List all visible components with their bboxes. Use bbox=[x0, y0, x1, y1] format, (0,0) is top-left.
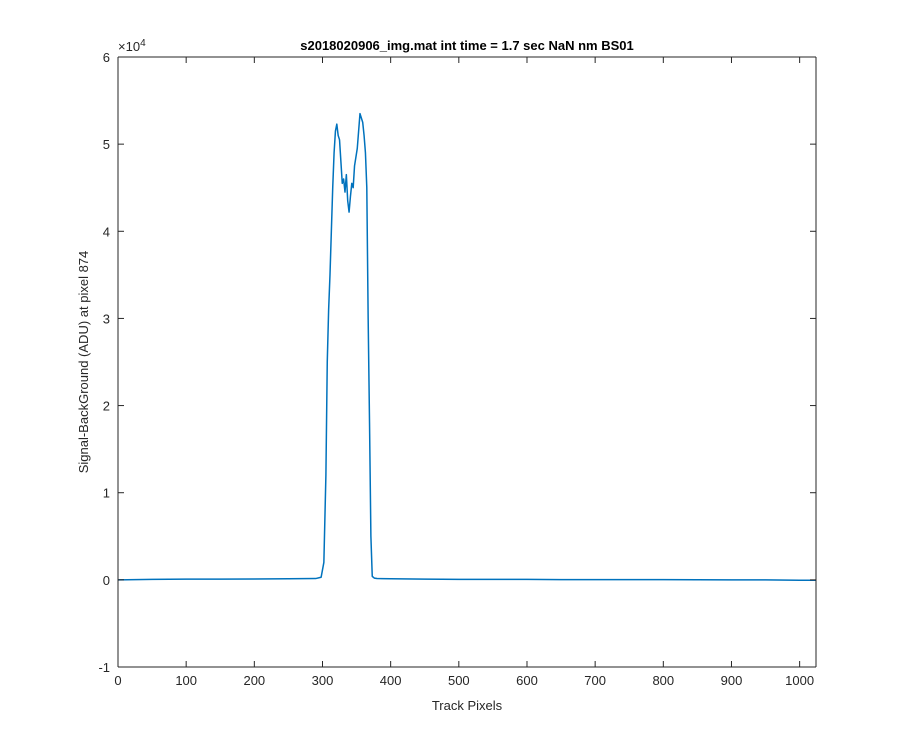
x-axis-ticks: 0 100 200 300 400 500 600 700 800 900 1000 bbox=[114, 57, 814, 688]
y-tick-label: 2 bbox=[103, 399, 110, 414]
x-tick-label: 200 bbox=[243, 673, 265, 688]
x-tick-label: 300 bbox=[312, 673, 334, 688]
series-layer bbox=[117, 112, 816, 582]
y-axis-label: Signal-BackGround (ADU) at pixel 874 bbox=[76, 251, 91, 474]
y-tick-label: 0 bbox=[103, 573, 110, 588]
y-tick-label: 1 bbox=[103, 486, 110, 501]
y-exponent-base: ×10 bbox=[118, 39, 140, 54]
x-tick-label: 1000 bbox=[785, 673, 814, 688]
y-tick-label: 6 bbox=[103, 50, 110, 65]
x-axis-label: Track Pixels bbox=[432, 698, 503, 713]
series-line-0 bbox=[117, 112, 816, 582]
x-tick-label: 500 bbox=[448, 673, 470, 688]
axes-box bbox=[117, 56, 817, 668]
x-tick-label: 400 bbox=[380, 673, 402, 688]
x-tick-label: 700 bbox=[584, 673, 606, 688]
y-axis-exponent: ×104 bbox=[118, 38, 146, 54]
x-tick-label: 900 bbox=[721, 673, 743, 688]
y-tick-label: 4 bbox=[103, 224, 110, 239]
x-tick-label: 600 bbox=[516, 673, 538, 688]
x-tick-label: 100 bbox=[175, 673, 197, 688]
y-tick-label: -1 bbox=[98, 660, 110, 675]
x-tick-label: 0 bbox=[114, 673, 121, 688]
y-exponent-power: 4 bbox=[140, 38, 146, 49]
y-axis-ticks: -1 0 1 2 3 4 5 6 bbox=[98, 50, 816, 675]
plot-area bbox=[118, 57, 816, 667]
y-tick-label: 5 bbox=[103, 137, 110, 152]
y-tick-label: 3 bbox=[103, 311, 110, 326]
x-tick-label: 800 bbox=[652, 673, 674, 688]
chart-title: s2018020906_img.mat int time = 1.7 sec N… bbox=[300, 38, 634, 53]
